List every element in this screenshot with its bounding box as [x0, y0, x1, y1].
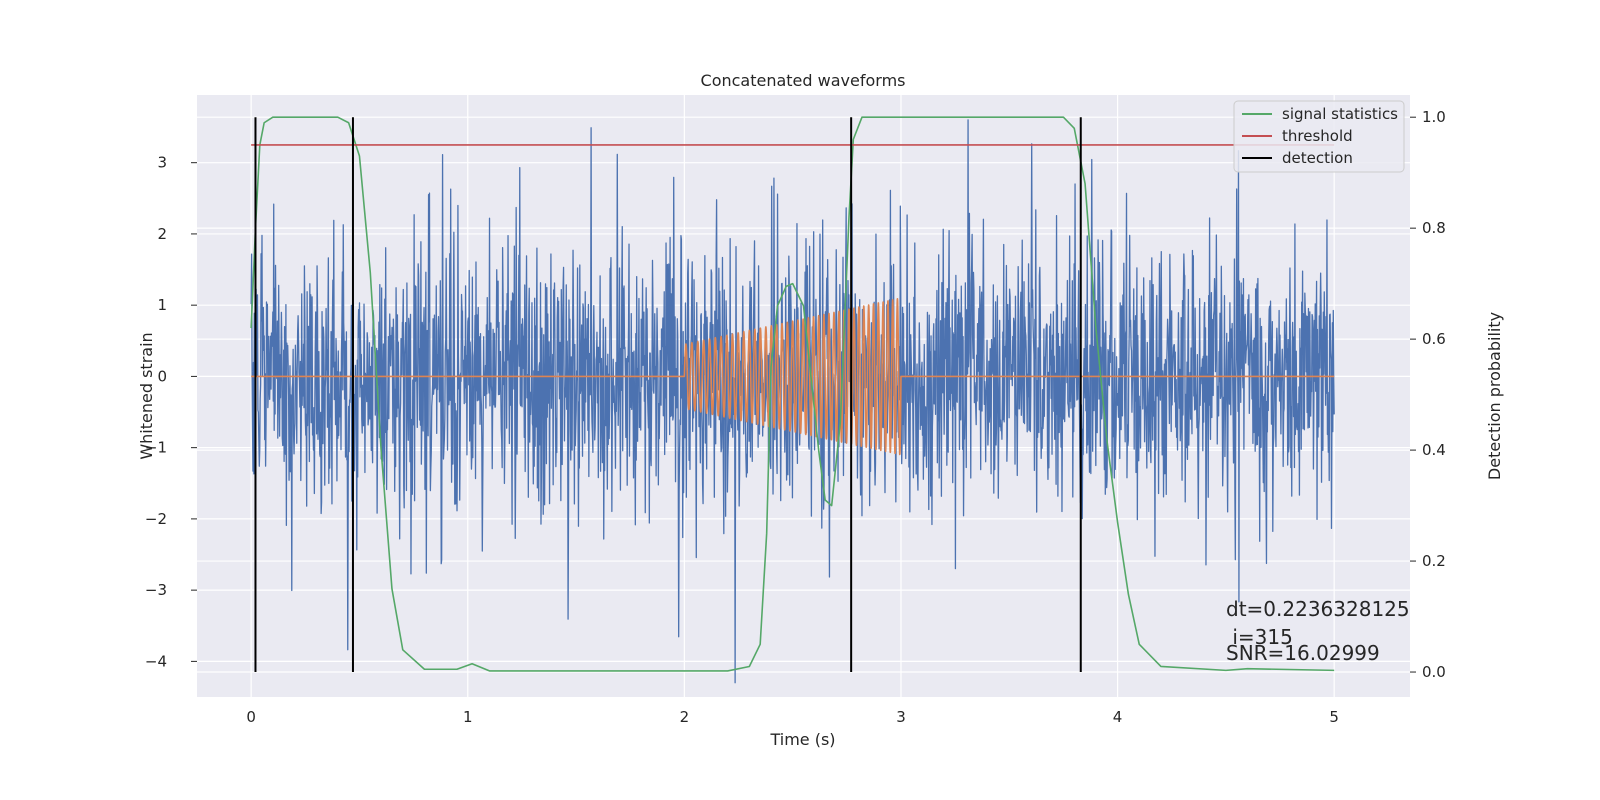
y-tick-label: −1 — [145, 439, 167, 457]
y2-tick-label: 0.0 — [1422, 663, 1446, 681]
y-axis-left: −4 −3 −2 −1 0 1 2 3 — [145, 154, 197, 670]
y-tick-label: 2 — [157, 225, 167, 243]
y-tick-label: −3 — [145, 581, 167, 599]
x-tick-label: 1 — [463, 708, 473, 726]
legend-label: threshold — [1282, 127, 1353, 145]
y2-tick-label: 0.4 — [1422, 441, 1446, 459]
y-tick-label: −4 — [145, 652, 167, 670]
y2-tick-label: 1.0 — [1422, 108, 1446, 126]
series-injected-chirp — [251, 298, 1335, 456]
annotation-text: i=315 — [1226, 625, 1293, 649]
y-tick-label: 1 — [157, 296, 167, 314]
chart-title: Concatenated waveforms — [701, 71, 906, 90]
y-tick-label: −2 — [145, 510, 167, 528]
legend-box — [1233, 100, 1405, 173]
x-tick-label: 4 — [1113, 708, 1123, 726]
legend-label: detection — [1282, 149, 1353, 167]
legend: signal statistics threshold detection — [1233, 100, 1405, 173]
legend-label: signal statistics — [1282, 105, 1398, 123]
y-axis-right: 0.0 0.2 0.4 0.6 0.8 1.0 — [1410, 108, 1446, 681]
annotation-text: dt=0.2236328125 — [1226, 597, 1410, 621]
x-tick-label: 2 — [680, 708, 690, 726]
x-axis: 0 1 2 3 4 5 — [246, 708, 1339, 726]
y2-tick-label: 0.8 — [1422, 219, 1446, 237]
series-layer — [250, 116, 1335, 684]
x-axis-label: Time (s) — [769, 730, 835, 749]
x-tick-label: 5 — [1329, 708, 1339, 726]
y-axis-label: Whitened strain — [137, 332, 156, 459]
x-tick-label: 3 — [896, 708, 906, 726]
annotation-text: SNR=16.02999 — [1226, 641, 1380, 665]
series-whitened-strain — [250, 119, 1335, 684]
y2-tick-label: 0.6 — [1422, 330, 1446, 348]
series-signal-statistics — [250, 116, 1335, 672]
y2-tick-label: 0.2 — [1422, 552, 1446, 570]
y-tick-label: 0 — [157, 367, 167, 385]
y2-axis-label: Detection probability — [1485, 312, 1504, 480]
y-tick-label: 3 — [157, 154, 167, 172]
x-tick-label: 0 — [246, 708, 256, 726]
